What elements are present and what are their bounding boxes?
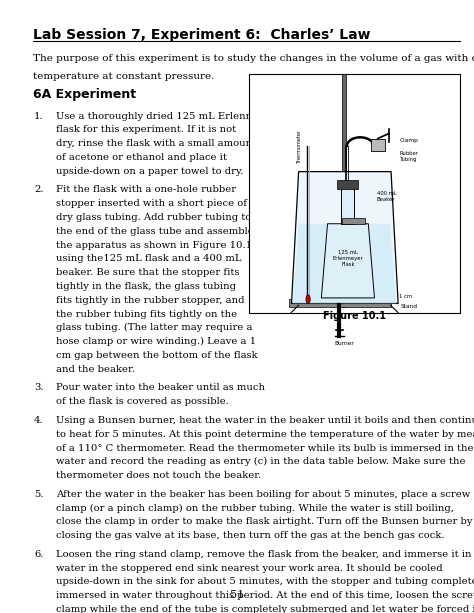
Text: to heat for 5 minutes. At this point determine the temperature of the water by m: to heat for 5 minutes. At this point det… xyxy=(56,430,474,439)
Text: dry, rinse the flask with a small amount: dry, rinse the flask with a small amount xyxy=(56,139,256,148)
Text: beaker. Be sure that the stopper fits: beaker. Be sure that the stopper fits xyxy=(56,268,239,277)
Text: tightly in the flask, the glass tubing: tightly in the flask, the glass tubing xyxy=(56,282,236,291)
Text: of the flask is covered as possible.: of the flask is covered as possible. xyxy=(56,397,229,406)
Text: dry glass tubing. Add rubber tubing to: dry glass tubing. Add rubber tubing to xyxy=(56,213,251,222)
Text: Burner: Burner xyxy=(334,341,354,346)
Polygon shape xyxy=(292,172,398,303)
Text: water in the stoppered end sink nearest your work area. It should be cooled: water in the stoppered end sink nearest … xyxy=(56,564,443,573)
Text: stopper inserted with a short piece of: stopper inserted with a short piece of xyxy=(56,199,247,208)
Bar xyxy=(337,180,358,189)
Text: of a 110° C thermometer. Read the thermometer while its bulb is immersed in the: of a 110° C thermometer. Read the thermo… xyxy=(56,444,474,452)
Polygon shape xyxy=(293,224,396,303)
Text: Clamp: Clamp xyxy=(400,139,419,143)
Text: and the beaker.: and the beaker. xyxy=(56,365,135,374)
Polygon shape xyxy=(321,224,374,298)
Text: thermometer does not touch the beaker.: thermometer does not touch the beaker. xyxy=(56,471,261,480)
Text: closing the gas valve at its base, then turn off the gas at the bench gas cock.: closing the gas valve at its base, then … xyxy=(56,531,445,540)
Bar xyxy=(289,299,391,306)
Text: Fit the flask with a one-hole rubber: Fit the flask with a one-hole rubber xyxy=(56,185,236,194)
Text: glass tubing. (The latter may require a: glass tubing. (The latter may require a xyxy=(56,323,253,332)
Text: 6.: 6. xyxy=(34,550,44,559)
Text: using the125 mL flask and a 400 mL: using the125 mL flask and a 400 mL xyxy=(56,254,241,264)
Text: Figure 10.1: Figure 10.1 xyxy=(323,311,386,321)
Text: temperature at constant pressure.: temperature at constant pressure. xyxy=(33,72,215,82)
Bar xyxy=(341,188,354,224)
Bar xyxy=(371,139,385,151)
Text: Rubber
Tubing: Rubber Tubing xyxy=(400,151,419,162)
Text: the rubber tubing fits tightly on the: the rubber tubing fits tightly on the xyxy=(56,310,237,319)
Text: clamp (or a pinch clamp) on the rubber tubing. While the water is still boiling,: clamp (or a pinch clamp) on the rubber t… xyxy=(56,503,454,512)
Text: clamp while the end of the tube is completely submerged and let water be forced : clamp while the end of the tube is compl… xyxy=(56,605,474,613)
FancyBboxPatch shape xyxy=(249,74,460,313)
Ellipse shape xyxy=(306,295,310,303)
Text: water and record the reading as entry (c) in the data table below. Make sure the: water and record the reading as entry (c… xyxy=(56,457,465,466)
Text: flask for this experiment. If it is not: flask for this experiment. If it is not xyxy=(56,125,236,134)
Text: Stand: Stand xyxy=(401,304,418,309)
Text: 2.: 2. xyxy=(34,185,44,194)
Text: The purpose of this experiment is to study the changes in the volume of a gas wi: The purpose of this experiment is to stu… xyxy=(33,54,474,63)
Text: the apparatus as shown in Figure 10.1,: the apparatus as shown in Figure 10.1, xyxy=(56,240,255,249)
Text: the end of the glass tube and assemble: the end of the glass tube and assemble xyxy=(56,227,254,236)
Text: fits tightly in the rubber stopper, and: fits tightly in the rubber stopper, and xyxy=(56,295,245,305)
Text: 5.: 5. xyxy=(34,490,44,499)
Text: 1.: 1. xyxy=(34,112,44,121)
Text: hose clamp or wire winding.) Leave a 1: hose clamp or wire winding.) Leave a 1 xyxy=(56,337,256,346)
Text: Use a thoroughly dried 125 mL Erlenmeyer: Use a thoroughly dried 125 mL Erlenmeyer xyxy=(56,112,278,121)
Text: upside-down on a paper towel to dry.: upside-down on a paper towel to dry. xyxy=(56,167,243,176)
Text: Loosen the ring stand clamp, remove the flask from the beaker, and immerse it in: Loosen the ring stand clamp, remove the … xyxy=(56,550,474,559)
Text: 400 mL
Beaker: 400 mL Beaker xyxy=(377,191,397,202)
Text: 1 cm: 1 cm xyxy=(399,294,412,299)
Text: 3.: 3. xyxy=(34,384,44,392)
Bar xyxy=(342,74,346,306)
Text: 125 mL
Erlenmeyer
Flask: 125 mL Erlenmeyer Flask xyxy=(333,250,363,267)
Text: Pour water into the beaker until as much: Pour water into the beaker until as much xyxy=(56,384,265,392)
Text: 6A Experiment: 6A Experiment xyxy=(33,88,137,101)
Text: upside-down in the sink for about 5 minutes, with the stopper and tubing complet: upside-down in the sink for about 5 minu… xyxy=(56,577,474,587)
Text: cm gap between the bottom of the flask: cm gap between the bottom of the flask xyxy=(56,351,257,360)
Text: After the water in the beaker has been boiling for about 5 minutes, place a scre: After the water in the beaker has been b… xyxy=(56,490,470,499)
Text: 51: 51 xyxy=(230,590,244,600)
Text: Using a Bunsen burner, heat the water in the beaker until it boils and then cont: Using a Bunsen burner, heat the water in… xyxy=(56,416,474,425)
Text: of acetone or ethanol and place it: of acetone or ethanol and place it xyxy=(56,153,227,162)
Text: Lab Session 7, Experiment 6:  Charles’ Law: Lab Session 7, Experiment 6: Charles’ La… xyxy=(33,28,371,42)
Bar xyxy=(342,218,365,224)
Text: close the clamp in order to make the flask airtight. Turn off the Bunsen burner : close the clamp in order to make the fla… xyxy=(56,517,473,527)
Text: Thermometer: Thermometer xyxy=(297,130,302,164)
Text: 4.: 4. xyxy=(34,416,44,425)
Text: immersed in water throughout this period. At the end of this time, loosen the sc: immersed in water throughout this period… xyxy=(56,591,474,600)
